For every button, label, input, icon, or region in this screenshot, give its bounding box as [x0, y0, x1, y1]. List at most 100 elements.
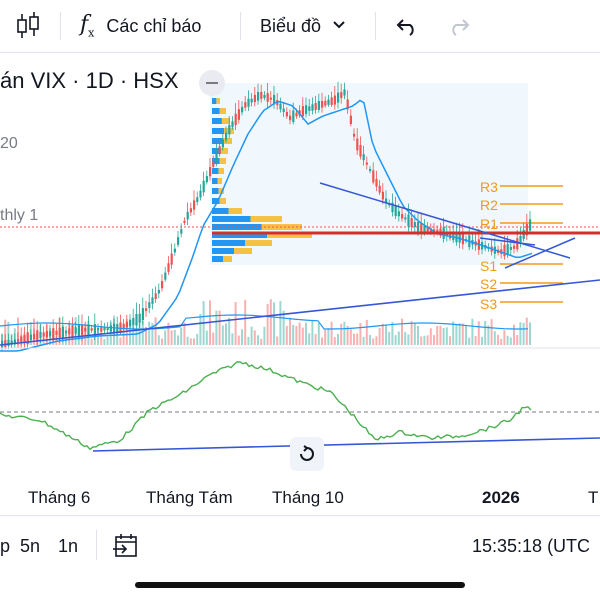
candle-body	[295, 112, 298, 117]
candle-body	[81, 324, 84, 335]
volume-bar	[455, 324, 458, 345]
volume-bar	[401, 318, 403, 345]
volume-bar	[333, 337, 336, 345]
volume-bar	[301, 327, 304, 345]
candle-body	[231, 121, 234, 128]
candle-body	[362, 154, 365, 161]
volume-bar	[141, 320, 144, 345]
redo-button[interactable]	[448, 0, 470, 52]
candle-body	[509, 246, 512, 250]
chart-type-button[interactable]: Biểu đồ	[260, 0, 345, 52]
candle-body	[183, 220, 186, 223]
candle-body	[237, 109, 240, 120]
reset-chart-button[interactable]	[290, 437, 324, 471]
trendline-up	[504, 237, 576, 269]
volume-profile-bar	[245, 240, 272, 246]
volume-bar	[420, 336, 423, 345]
candle-body	[93, 324, 96, 335]
volume-bar	[177, 335, 179, 345]
candle-body	[263, 94, 266, 98]
volume-bar	[244, 299, 247, 345]
volume-bar	[305, 322, 307, 345]
candle-body	[170, 253, 173, 265]
pivot-label-r2: R2	[480, 197, 498, 213]
candle-body	[189, 208, 192, 213]
chart-area[interactable]	[0, 53, 600, 515]
volume-profile-bar	[212, 188, 219, 194]
candle-body	[161, 281, 164, 289]
candle-body	[349, 115, 352, 124]
candle-body	[340, 92, 343, 98]
collapse-legend-button[interactable]	[199, 70, 225, 96]
candle-body	[317, 100, 320, 110]
candle-body	[359, 145, 362, 157]
timeframe-button[interactable]: 5n	[20, 535, 41, 556]
candle-body	[241, 106, 244, 113]
candle-body	[314, 102, 317, 110]
candle-body	[401, 214, 404, 219]
volume-bar	[241, 329, 243, 345]
volume-bar	[103, 338, 106, 345]
volume-profile-bar	[212, 98, 217, 104]
volume-profile-bar	[223, 138, 232, 144]
candle-body	[33, 333, 36, 340]
candle-body	[404, 217, 407, 220]
volume-profile-bar	[216, 98, 220, 104]
candle-body	[106, 327, 109, 331]
candle-body	[327, 99, 330, 105]
go-to-date-button[interactable]	[112, 516, 140, 576]
candle-body	[343, 89, 346, 96]
volume-bar	[474, 336, 477, 345]
volume-bar	[429, 328, 432, 345]
volume-bar	[90, 338, 93, 345]
volume-profile-bar	[212, 108, 220, 114]
indicator-label: 20	[0, 135, 18, 152]
candle-body	[529, 219, 532, 231]
volume-bar	[490, 319, 493, 345]
price-chart	[0, 81, 600, 452]
candle-body	[138, 313, 141, 323]
x-axis-label: Tháng 10	[272, 488, 344, 507]
candle-body	[506, 244, 509, 255]
volume-bar	[452, 321, 455, 345]
candle-body	[282, 108, 285, 113]
candlestick-chart-icon[interactable]	[14, 0, 40, 52]
timeframe-button[interactable]: p	[0, 535, 11, 556]
candle-body	[74, 327, 77, 334]
candle-body	[285, 111, 288, 117]
volume-bar	[266, 304, 269, 345]
candle-body	[141, 308, 144, 321]
timeframe-button[interactable]: 1n	[58, 535, 79, 556]
volume-bar	[4, 319, 7, 345]
volume-bar	[7, 321, 10, 345]
candle-body	[260, 91, 263, 99]
volume-bar	[100, 332, 103, 345]
candle-body	[90, 328, 93, 331]
redo-icon	[452, 19, 470, 36]
candle-body	[52, 328, 55, 339]
pivot-label-s3: S3	[480, 296, 498, 312]
volume-bar	[484, 321, 487, 345]
candle-body	[84, 327, 87, 332]
volume-bar	[93, 335, 96, 345]
undo-button[interactable]	[396, 0, 418, 52]
volume-bar	[471, 318, 474, 345]
volume-bar	[458, 323, 461, 345]
clock-time[interactable]: 15:35:18 (UTC	[472, 535, 591, 556]
x-axis-label: 2026	[482, 488, 520, 507]
volume-bar	[487, 325, 490, 345]
candle-body	[55, 330, 58, 336]
volume-bar	[205, 330, 208, 345]
candle-body	[234, 113, 237, 126]
volume-bar	[170, 330, 173, 345]
pivot-label-s2: S2	[480, 276, 498, 292]
volume-bar	[516, 334, 519, 345]
toolbar-divider	[60, 12, 61, 40]
candle-body	[87, 324, 90, 335]
candle-body	[49, 331, 52, 337]
candle-body	[103, 327, 106, 331]
candle-body	[132, 317, 135, 325]
volume-bar	[343, 321, 346, 345]
indicators-button[interactable]: fx Các chỉ báo	[80, 0, 201, 52]
volume-bar	[391, 322, 394, 345]
